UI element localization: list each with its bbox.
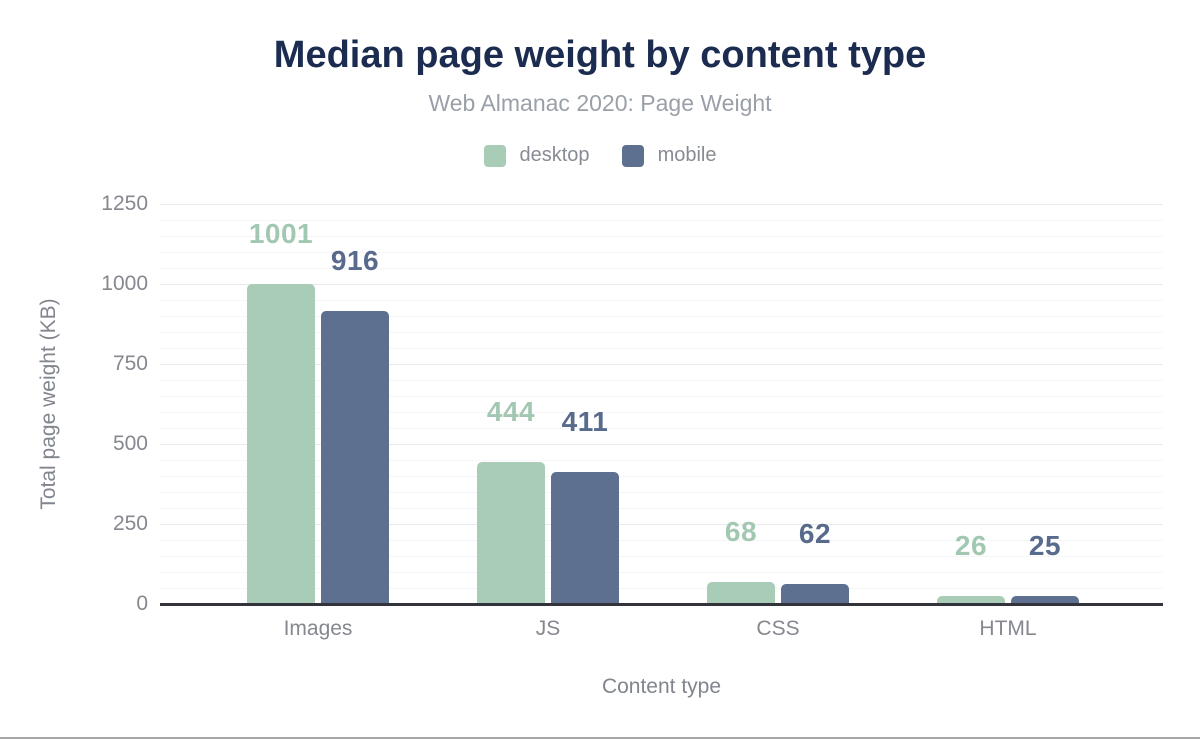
gridline bbox=[160, 380, 1163, 381]
gridline bbox=[160, 492, 1163, 493]
bar-mobile-css bbox=[781, 584, 849, 604]
x-tick-label-css: CSS bbox=[756, 617, 800, 640]
y-tick-label: 1250 bbox=[101, 192, 148, 215]
chart-subtitle: Web Almanac 2020: Page Weight bbox=[428, 90, 772, 116]
gridline bbox=[160, 220, 1163, 221]
y-tick-label: 1000 bbox=[101, 272, 148, 295]
gridline bbox=[160, 348, 1163, 349]
x-axis-line bbox=[160, 603, 1163, 606]
gridline bbox=[160, 204, 1163, 205]
bottom-border-line bbox=[0, 737, 1200, 739]
value-label-desktop-js: 444 bbox=[486, 396, 536, 427]
x-tick-label-js: JS bbox=[535, 617, 561, 640]
legend-item-desktop: desktop bbox=[483, 144, 590, 167]
value-label-desktop-images: 1001 bbox=[248, 218, 314, 249]
legend: desktop mobile bbox=[0, 144, 1200, 167]
bar-mobile-html bbox=[1011, 596, 1079, 604]
x-tick-label-images: Images bbox=[283, 617, 353, 640]
y-tick-label: 250 bbox=[112, 512, 148, 535]
value-label-mobile-images: 916 bbox=[330, 245, 380, 276]
gridline bbox=[160, 460, 1163, 461]
gridline bbox=[160, 284, 1163, 285]
x-axis-title: Content type bbox=[601, 675, 722, 698]
x-tick-label-html: HTML bbox=[979, 617, 1037, 640]
value-label-mobile-css: 62 bbox=[798, 518, 832, 549]
value-label-desktop-css: 68 bbox=[724, 516, 758, 547]
legend-swatch-desktop bbox=[483, 144, 506, 167]
legend-item-mobile: mobile bbox=[621, 144, 717, 167]
gridline bbox=[160, 300, 1163, 301]
gridline bbox=[160, 444, 1163, 445]
chart-title: Median page weight by content type bbox=[273, 34, 927, 76]
plot-area: 1001 916 444 411 68 62 26 25 bbox=[160, 204, 1163, 606]
value-label-desktop-html: 26 bbox=[954, 530, 988, 561]
value-label-mobile-js: 411 bbox=[561, 406, 609, 437]
gridline bbox=[160, 540, 1163, 541]
gridline bbox=[160, 252, 1163, 253]
value-label-mobile-html: 25 bbox=[1028, 530, 1062, 561]
gridline bbox=[160, 236, 1163, 237]
y-tick-label: 500 bbox=[112, 432, 148, 455]
y-tick-label: 0 bbox=[136, 592, 148, 615]
bar-desktop-html bbox=[937, 596, 1005, 604]
gridline bbox=[160, 572, 1163, 573]
bar-mobile-images bbox=[321, 311, 389, 604]
gridline bbox=[160, 476, 1163, 477]
gridline bbox=[160, 316, 1163, 317]
gridline bbox=[160, 268, 1163, 269]
gridline bbox=[160, 396, 1163, 397]
gridline bbox=[160, 412, 1163, 413]
y-tick-label: 750 bbox=[112, 352, 148, 375]
gridline bbox=[160, 556, 1163, 557]
gridline bbox=[160, 524, 1163, 525]
gridline bbox=[160, 588, 1163, 589]
bar-mobile-js bbox=[551, 472, 619, 604]
gridline bbox=[160, 332, 1163, 333]
gridline bbox=[160, 364, 1163, 365]
gridline bbox=[160, 508, 1163, 509]
gridline bbox=[160, 428, 1163, 429]
bar-desktop-css bbox=[707, 582, 775, 604]
y-axis-title: Total page weight (KB) bbox=[37, 298, 60, 510]
legend-label-desktop: desktop bbox=[519, 144, 590, 166]
legend-label-mobile: mobile bbox=[657, 144, 717, 166]
legend-swatch-mobile bbox=[621, 144, 644, 167]
bar-desktop-js bbox=[477, 462, 545, 604]
bar-desktop-images bbox=[247, 284, 315, 604]
